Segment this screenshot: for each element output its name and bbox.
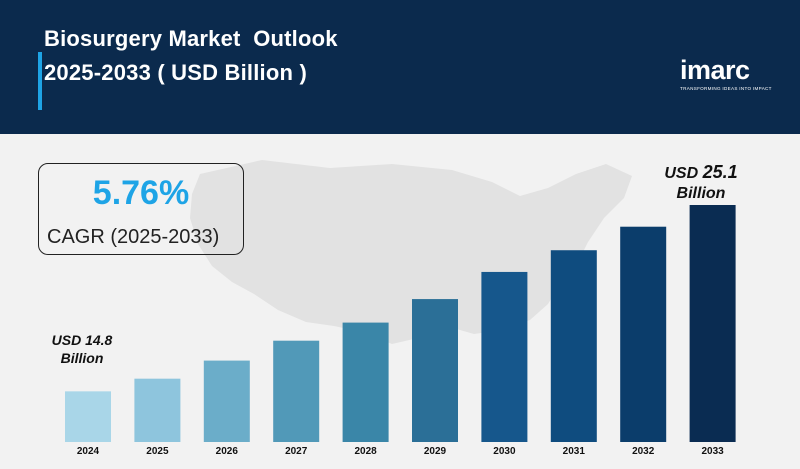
start-value-amount: USD 14.8 xyxy=(51,332,113,348)
x-tick-label: 2032 xyxy=(632,446,655,457)
bar-2025 xyxy=(134,378,181,442)
x-tick-label: 2029 xyxy=(424,446,447,457)
header-banner: Biosurgery Market Outlook 2025-2033 ( US… xyxy=(0,0,800,134)
bar-2027 xyxy=(273,340,320,442)
end-value-amount: 25.1 xyxy=(702,162,738,182)
chart-title-line2: 2025-2033 ( USD Billion ) xyxy=(44,60,307,85)
cagr-box: 5.76% CAGR (2025-2033) xyxy=(38,163,244,255)
logo-wordmark: imarc xyxy=(680,55,750,85)
x-tick-label: 2033 xyxy=(701,446,724,457)
bar-2026 xyxy=(203,360,250,442)
end-value-prefix: USD xyxy=(664,165,699,182)
bar-2033 xyxy=(689,205,736,442)
bar-2029 xyxy=(412,299,458,442)
bar-2024 xyxy=(65,391,111,442)
end-value-callout: USD 25.1 Billion xyxy=(655,162,747,204)
title-accent-bar xyxy=(38,52,42,110)
bar-2032 xyxy=(620,226,667,442)
x-tick-label: 2031 xyxy=(563,446,586,457)
x-tick-label: 2024 xyxy=(77,446,100,457)
x-tick-label: 2026 xyxy=(216,446,239,457)
chart-title-line1: Biosurgery Market Outlook xyxy=(44,26,338,51)
bar-2031 xyxy=(550,250,597,442)
cagr-label: CAGR (2025-2033) xyxy=(47,226,220,248)
x-tick-label: 2030 xyxy=(493,446,516,457)
x-tick-label: 2028 xyxy=(354,446,377,457)
imarc-logo: imarc TRANSFORMING IDEAS INTO IMPACT xyxy=(680,56,780,91)
start-value-callout: USD 14.8 Billion xyxy=(42,331,122,367)
logo-tagline: TRANSFORMING IDEAS INTO IMPACT xyxy=(680,86,772,91)
cagr-value: 5.76% xyxy=(92,174,190,212)
x-tick-label: 2027 xyxy=(285,446,308,457)
chart-area xyxy=(0,134,800,469)
x-tick-label: 2025 xyxy=(146,446,169,457)
bar-2028 xyxy=(342,322,389,442)
end-value-unit: Billion xyxy=(676,185,726,202)
start-value-unit: Billion xyxy=(60,350,104,366)
bar-2030 xyxy=(481,271,528,442)
